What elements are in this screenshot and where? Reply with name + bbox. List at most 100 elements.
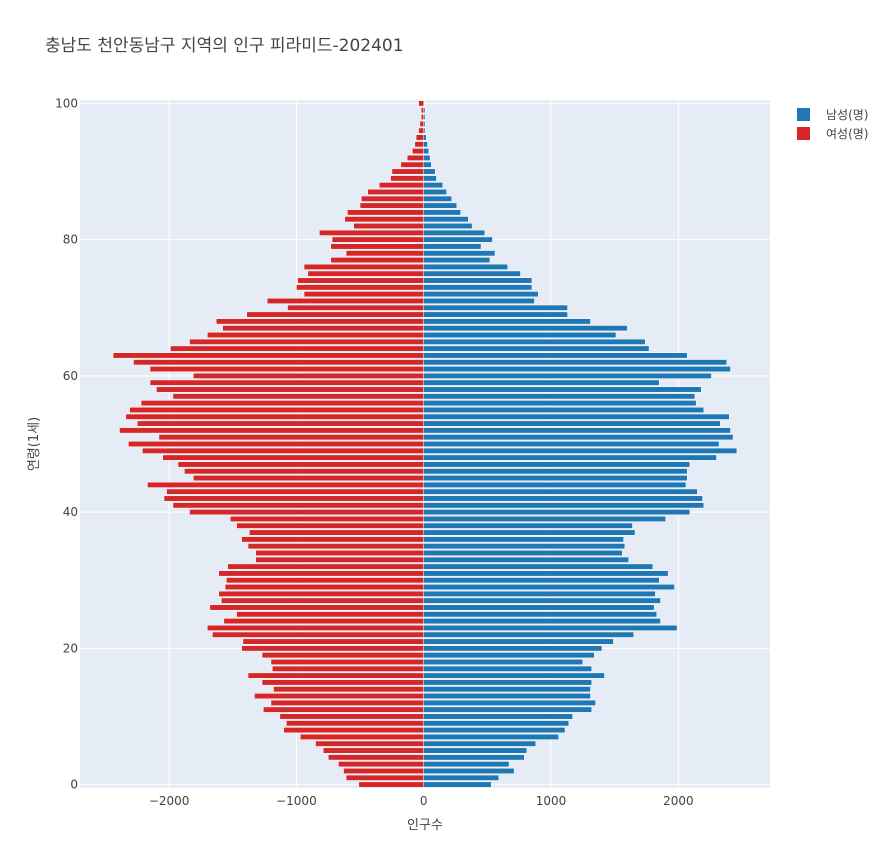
bar-male[interactable]	[423, 223, 473, 229]
bar-female[interactable]	[215, 318, 424, 325]
bar-male[interactable]	[423, 454, 717, 461]
bar-male[interactable]	[423, 781, 492, 788]
bar-female[interactable]	[345, 250, 424, 257]
bar-male[interactable]	[423, 161, 432, 168]
bar-female[interactable]	[193, 475, 424, 482]
bar-male[interactable]	[423, 386, 702, 393]
bar-female[interactable]	[420, 107, 424, 114]
bar-female[interactable]	[177, 461, 424, 468]
bar-male[interactable]	[423, 154, 431, 161]
bar-female[interactable]	[273, 686, 424, 693]
bar-male[interactable]	[423, 611, 657, 618]
bar-female[interactable]	[119, 427, 424, 434]
bar-female[interactable]	[353, 223, 424, 229]
bar-male[interactable]	[423, 297, 535, 304]
bar-male[interactable]	[423, 706, 593, 713]
bar-male[interactable]	[423, 345, 650, 352]
bar-male[interactable]	[423, 270, 521, 277]
bar-male[interactable]	[423, 413, 730, 420]
bars[interactable]	[112, 100, 738, 788]
bar-female[interactable]	[367, 188, 424, 195]
bar-male[interactable]	[423, 509, 691, 516]
bar-female[interactable]	[128, 441, 424, 447]
bar-male[interactable]	[423, 468, 688, 475]
bar-female[interactable]	[162, 454, 424, 461]
bar-female[interactable]	[344, 216, 424, 223]
bar-male[interactable]	[423, 243, 482, 250]
bar-male[interactable]	[423, 550, 623, 556]
bar-female[interactable]	[287, 304, 424, 311]
bar-male[interactable]	[423, 495, 703, 502]
bar-female[interactable]	[303, 291, 424, 298]
bar-female[interactable]	[149, 379, 424, 386]
bar-female[interactable]	[378, 182, 424, 189]
bar-male[interactable]	[423, 359, 727, 366]
bar-male[interactable]	[423, 338, 646, 345]
bar-female[interactable]	[330, 243, 424, 250]
bar-male[interactable]	[423, 563, 654, 570]
bar-female[interactable]	[299, 733, 424, 740]
bar-female[interactable]	[255, 550, 424, 556]
bar-female[interactable]	[406, 154, 424, 161]
bar-female[interactable]	[307, 270, 424, 277]
bar-female[interactable]	[140, 400, 424, 407]
bar-male[interactable]	[423, 406, 705, 413]
bar-male[interactable]	[423, 291, 539, 298]
bar-female[interactable]	[212, 631, 424, 638]
bar-male[interactable]	[423, 250, 496, 257]
bar-female[interactable]	[315, 740, 424, 747]
bar-female[interactable]	[303, 263, 424, 270]
legend-item-male[interactable]: 남성(명)	[797, 108, 868, 122]
bar-male[interactable]	[423, 325, 628, 332]
bar-female[interactable]	[149, 366, 424, 373]
bar-male[interactable]	[423, 148, 430, 155]
bar-male[interactable]	[423, 475, 688, 482]
bar-male[interactable]	[423, 134, 427, 141]
bar-male[interactable]	[423, 182, 444, 189]
bar-male[interactable]	[423, 202, 458, 209]
bar-female[interactable]	[418, 100, 424, 107]
bar-male[interactable]	[423, 604, 655, 611]
bar-male[interactable]	[423, 754, 525, 761]
bar-female[interactable]	[209, 604, 424, 611]
bar-male[interactable]	[423, 168, 436, 175]
bar-male[interactable]	[423, 400, 697, 407]
bar-male[interactable]	[423, 665, 593, 672]
bar-male[interactable]	[423, 584, 675, 591]
bar-male[interactable]	[423, 209, 461, 216]
bar-female[interactable]	[170, 345, 424, 352]
bar-male[interactable]	[423, 441, 720, 447]
bar-female[interactable]	[296, 284, 424, 291]
bar-female[interactable]	[172, 502, 424, 509]
bar-female[interactable]	[420, 114, 424, 121]
bar-female[interactable]	[322, 747, 424, 754]
bar-female[interactable]	[147, 481, 424, 488]
bar-male[interactable]	[423, 645, 603, 652]
bar-male[interactable]	[423, 379, 660, 386]
bar-female[interactable]	[112, 352, 424, 359]
bar-female[interactable]	[359, 202, 424, 209]
bar-male[interactable]	[423, 420, 721, 427]
bar-male[interactable]	[423, 393, 696, 400]
bar-male[interactable]	[423, 195, 452, 202]
bar-female[interactable]	[414, 141, 424, 148]
bar-male[interactable]	[423, 747, 528, 754]
bar-female[interactable]	[266, 297, 424, 304]
bar-female[interactable]	[221, 597, 424, 604]
bar-female[interactable]	[218, 590, 424, 597]
bar-male[interactable]	[423, 277, 533, 284]
bar-female[interactable]	[184, 468, 424, 475]
bar-male[interactable]	[423, 659, 584, 665]
bar-female[interactable]	[224, 584, 424, 591]
bar-male[interactable]	[423, 720, 570, 727]
bar-female[interactable]	[172, 393, 424, 400]
bar-male[interactable]	[423, 577, 660, 584]
bar-male[interactable]	[423, 372, 712, 379]
bar-female[interactable]	[207, 332, 424, 338]
bar-male[interactable]	[423, 686, 591, 693]
bar-female[interactable]	[129, 406, 424, 413]
bar-female[interactable]	[207, 624, 424, 631]
bar-male[interactable]	[423, 638, 614, 645]
bar-female[interactable]	[270, 659, 424, 665]
bar-female[interactable]	[223, 618, 424, 625]
